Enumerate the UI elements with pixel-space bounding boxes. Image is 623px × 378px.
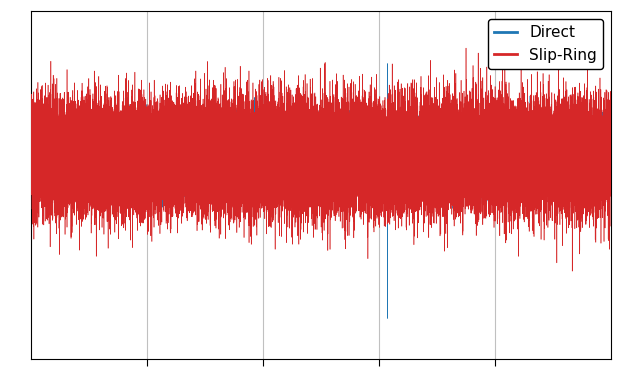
Direct <box>27 170 35 174</box>
Direct <box>167 148 174 153</box>
Direct <box>342 132 350 137</box>
Slip-Ring <box>376 166 384 170</box>
Line: Direct: Direct <box>31 64 611 319</box>
Direct <box>376 151 384 156</box>
Slip-Ring <box>249 146 257 150</box>
Slip-Ring <box>607 188 614 193</box>
Direct <box>249 145 257 149</box>
Direct <box>607 175 614 180</box>
Slip-Ring <box>457 116 465 121</box>
Slip-Ring <box>27 103 35 108</box>
Legend: Direct, Slip-Ring: Direct, Slip-Ring <box>488 19 603 69</box>
Direct <box>384 61 391 66</box>
Slip-Ring <box>342 114 350 119</box>
Direct <box>384 316 391 321</box>
Slip-Ring <box>569 269 576 273</box>
Direct <box>67 147 74 152</box>
Slip-Ring <box>462 46 470 50</box>
Direct <box>457 155 465 160</box>
Slip-Ring <box>167 136 174 141</box>
Line: Slip-Ring: Slip-Ring <box>31 48 611 271</box>
Slip-Ring <box>67 193 74 197</box>
